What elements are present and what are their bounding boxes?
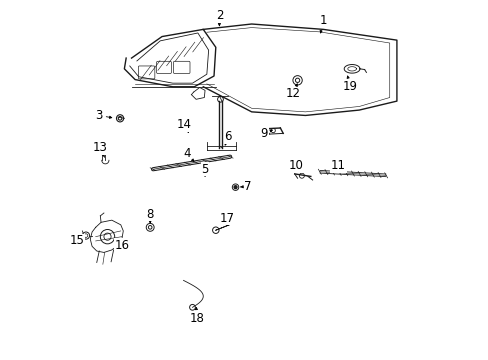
Text: 1: 1 bbox=[319, 14, 326, 33]
Text: 16: 16 bbox=[114, 239, 129, 252]
Text: 14: 14 bbox=[177, 118, 192, 132]
Circle shape bbox=[234, 186, 237, 189]
Text: 9: 9 bbox=[260, 127, 272, 140]
Text: 4: 4 bbox=[183, 147, 193, 161]
Text: 19: 19 bbox=[342, 76, 357, 93]
Text: 8: 8 bbox=[146, 208, 154, 223]
Text: 13: 13 bbox=[92, 141, 107, 157]
Text: 3: 3 bbox=[95, 109, 112, 122]
Text: 17: 17 bbox=[220, 212, 235, 225]
Text: 12: 12 bbox=[285, 84, 300, 100]
Text: 5: 5 bbox=[201, 163, 208, 176]
Text: 10: 10 bbox=[288, 159, 304, 173]
Text: 2: 2 bbox=[215, 9, 223, 26]
Text: 18: 18 bbox=[189, 307, 204, 325]
Text: 11: 11 bbox=[330, 159, 345, 173]
Text: 15: 15 bbox=[69, 234, 84, 247]
Text: 6: 6 bbox=[224, 130, 232, 145]
Text: 7: 7 bbox=[240, 180, 251, 193]
